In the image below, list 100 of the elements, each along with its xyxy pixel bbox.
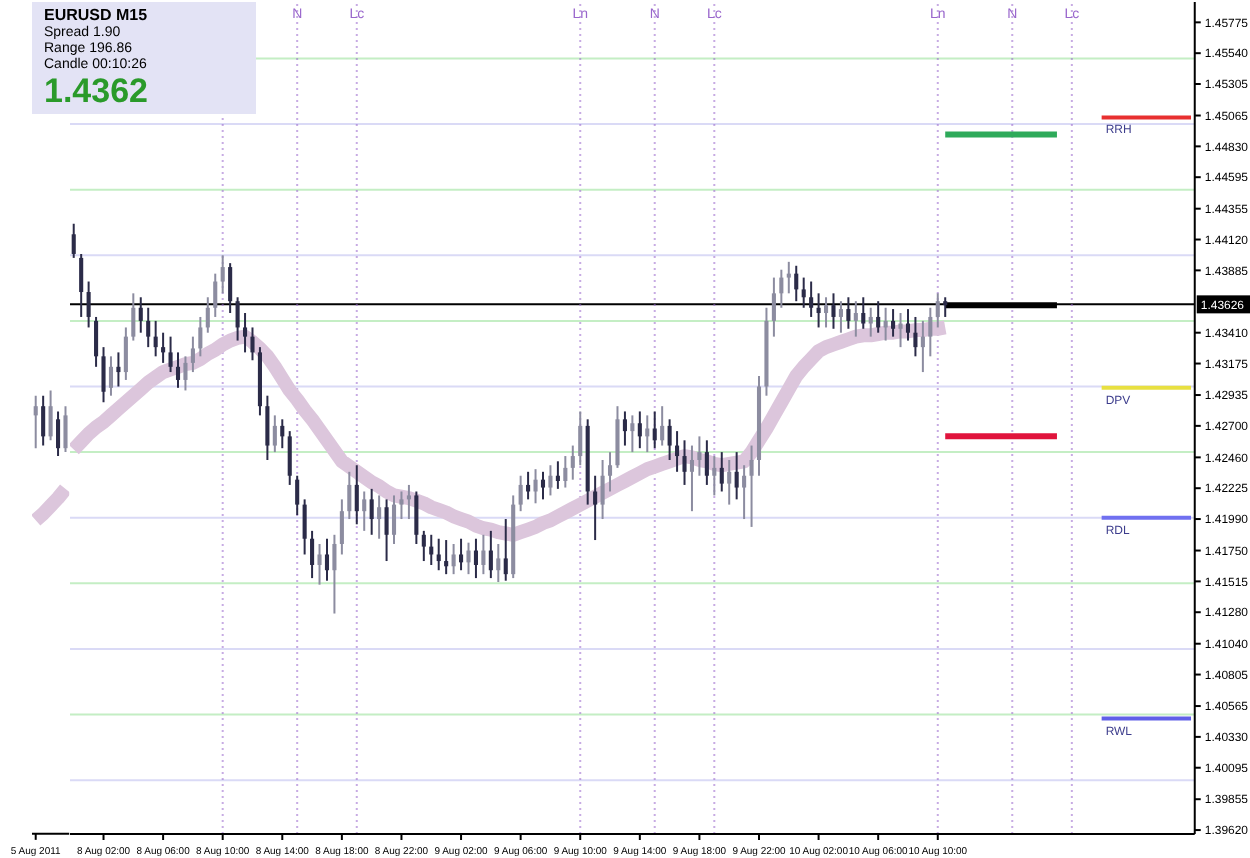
text: EURUSD M15 bbox=[44, 6, 150, 25]
candlestick bbox=[383, 498, 388, 563]
candlestick bbox=[353, 464, 359, 526]
candlestick bbox=[666, 418, 671, 461]
candlestick bbox=[63, 405, 68, 454]
candlestick bbox=[294, 474, 299, 517]
candlestick bbox=[622, 410, 627, 447]
candlestick bbox=[316, 542, 321, 586]
candlestick bbox=[406, 483, 411, 521]
candlestick bbox=[875, 300, 880, 334]
candlestick bbox=[93, 315, 98, 368]
candlestick bbox=[562, 455, 567, 489]
candlestick bbox=[905, 308, 910, 342]
candlestick bbox=[41, 394, 46, 447]
candlestick bbox=[823, 296, 828, 329]
candlestick bbox=[123, 326, 128, 381]
candlestick bbox=[339, 498, 344, 556]
candlestick bbox=[934, 292, 940, 329]
candlestick bbox=[711, 455, 716, 497]
candlestick bbox=[70, 222, 75, 259]
candlestick bbox=[540, 470, 545, 501]
candlestick bbox=[718, 451, 724, 493]
candlestick bbox=[927, 306, 932, 358]
candlestick bbox=[212, 272, 217, 318]
candlestick bbox=[838, 300, 843, 334]
candlestick bbox=[480, 533, 485, 576]
candlestick bbox=[920, 319, 925, 374]
candlestick bbox=[942, 296, 947, 318]
candlestick bbox=[815, 292, 820, 329]
candlestick bbox=[800, 276, 805, 309]
candlestick bbox=[264, 394, 269, 461]
annotation: 1.4362 bbox=[44, 72, 150, 110]
candlestick bbox=[227, 262, 232, 315]
candlestick bbox=[853, 300, 858, 338]
candlestick bbox=[502, 518, 508, 582]
candlestick bbox=[495, 542, 500, 584]
candlestick bbox=[361, 490, 366, 532]
candlestick bbox=[219, 254, 224, 295]
candlestick bbox=[33, 394, 38, 450]
candlestick bbox=[450, 542, 455, 576]
candlestick bbox=[130, 292, 135, 342]
candlestick bbox=[689, 444, 694, 513]
candlestick bbox=[152, 319, 157, 358]
candlestick bbox=[167, 335, 172, 374]
candlestick bbox=[644, 414, 649, 454]
candlestick bbox=[473, 537, 478, 580]
candlestick bbox=[398, 490, 403, 521]
candlestick bbox=[614, 405, 619, 469]
candlestick bbox=[599, 458, 604, 521]
candlestick bbox=[488, 529, 493, 580]
candlestick bbox=[778, 268, 783, 309]
candlestick bbox=[860, 296, 865, 330]
candlestick bbox=[517, 474, 522, 513]
candlestick bbox=[748, 444, 753, 528]
candlestick bbox=[331, 533, 336, 615]
candlestick bbox=[808, 280, 813, 318]
candlestick bbox=[145, 306, 150, 349]
candlestick bbox=[56, 410, 61, 458]
candlestick bbox=[651, 410, 656, 450]
candlestick bbox=[592, 474, 597, 542]
candlestick bbox=[242, 312, 247, 354]
candlestick bbox=[733, 451, 738, 501]
candlestick bbox=[249, 326, 254, 362]
candlestick bbox=[160, 331, 165, 364]
candlestick bbox=[659, 405, 664, 447]
candlestick bbox=[674, 430, 679, 473]
candlestick bbox=[741, 464, 746, 521]
candlestick bbox=[696, 435, 701, 477]
candlestick bbox=[704, 439, 709, 486]
candlestick bbox=[771, 276, 776, 338]
candlestick bbox=[785, 260, 791, 295]
candlestick bbox=[912, 315, 917, 358]
candlestick bbox=[108, 355, 113, 397]
candlestick bbox=[234, 296, 239, 342]
candlestick bbox=[391, 494, 396, 545]
candlestick bbox=[465, 541, 470, 576]
candlestick bbox=[681, 439, 686, 486]
candlestick bbox=[569, 444, 575, 481]
candlestick bbox=[726, 458, 731, 506]
candlestick bbox=[85, 280, 90, 329]
candlestick bbox=[78, 252, 83, 318]
candlestick bbox=[175, 351, 180, 389]
candlestick bbox=[867, 306, 872, 338]
candlestick bbox=[137, 296, 143, 334]
candlestick bbox=[413, 490, 418, 545]
candlestick bbox=[376, 494, 381, 540]
candlestick bbox=[629, 414, 634, 454]
candlestick bbox=[346, 470, 351, 521]
candlestick bbox=[272, 414, 277, 454]
candlestick bbox=[435, 537, 440, 572]
candlestick bbox=[830, 292, 835, 330]
candlestick bbox=[577, 410, 582, 467]
candlestick bbox=[204, 296, 210, 334]
candlestick bbox=[793, 264, 798, 303]
candlestick bbox=[607, 451, 612, 493]
candlestick bbox=[636, 410, 642, 450]
candlestick bbox=[555, 460, 560, 490]
candlestick bbox=[532, 468, 537, 505]
candlestick bbox=[301, 498, 306, 556]
candlestick bbox=[309, 529, 314, 580]
